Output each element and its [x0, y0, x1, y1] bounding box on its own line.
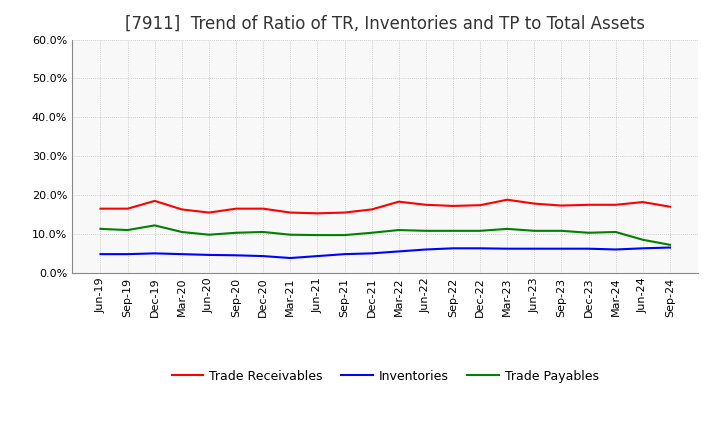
Inventories — [341, 252, 349, 257]
Inventories — [503, 246, 511, 251]
Trade Payables — [232, 230, 240, 235]
Trade Payables — [476, 228, 485, 234]
Trade Receivables — [232, 206, 240, 211]
Trade Payables — [557, 228, 566, 234]
Trade Payables — [123, 227, 132, 233]
Inventories — [476, 246, 485, 251]
Trade Receivables — [665, 204, 674, 209]
Trade Payables — [665, 242, 674, 247]
Trade Payables — [341, 232, 349, 238]
Trade Receivables — [178, 207, 186, 212]
Trade Receivables — [367, 207, 376, 212]
Trade Receivables — [530, 201, 539, 206]
Trade Payables — [611, 229, 620, 235]
Trade Receivables — [557, 203, 566, 208]
Inventories — [96, 252, 105, 257]
Trade Receivables — [341, 210, 349, 215]
Inventories — [259, 253, 268, 259]
Trade Payables — [639, 237, 647, 242]
Trade Receivables — [584, 202, 593, 207]
Legend: Trade Receivables, Inventories, Trade Payables: Trade Receivables, Inventories, Trade Pa… — [166, 365, 604, 388]
Inventories — [584, 246, 593, 251]
Trade Payables — [367, 230, 376, 235]
Trade Receivables — [503, 197, 511, 202]
Trade Payables — [150, 223, 159, 228]
Trade Payables — [204, 232, 213, 237]
Inventories — [178, 252, 186, 257]
Trade Payables — [178, 229, 186, 235]
Trade Payables — [449, 228, 457, 234]
Trade Receivables — [123, 206, 132, 211]
Trade Payables — [395, 227, 403, 233]
Trade Receivables — [259, 206, 268, 211]
Trade Receivables — [96, 206, 105, 211]
Line: Inventories: Inventories — [101, 248, 670, 258]
Trade Receivables — [611, 202, 620, 207]
Trade Payables — [421, 228, 430, 234]
Inventories — [367, 251, 376, 256]
Inventories — [232, 253, 240, 258]
Trade Receivables — [313, 211, 322, 216]
Inventories — [286, 255, 294, 260]
Trade Receivables — [204, 210, 213, 215]
Title: [7911]  Trend of Ratio of TR, Inventories and TP to Total Assets: [7911] Trend of Ratio of TR, Inventories… — [125, 15, 645, 33]
Inventories — [665, 245, 674, 250]
Trade Payables — [259, 229, 268, 235]
Trade Receivables — [286, 210, 294, 215]
Trade Receivables — [395, 199, 403, 204]
Line: Trade Payables: Trade Payables — [101, 225, 670, 245]
Trade Payables — [96, 226, 105, 231]
Inventories — [313, 253, 322, 259]
Inventories — [204, 252, 213, 257]
Trade Receivables — [449, 203, 457, 209]
Trade Payables — [286, 232, 294, 237]
Trade Payables — [313, 232, 322, 238]
Inventories — [449, 246, 457, 251]
Inventories — [557, 246, 566, 251]
Line: Trade Receivables: Trade Receivables — [101, 200, 670, 213]
Trade Receivables — [639, 199, 647, 205]
Inventories — [123, 252, 132, 257]
Inventories — [421, 247, 430, 252]
Inventories — [530, 246, 539, 251]
Inventories — [395, 249, 403, 254]
Trade Payables — [503, 226, 511, 231]
Trade Payables — [530, 228, 539, 234]
Inventories — [150, 251, 159, 256]
Trade Receivables — [476, 202, 485, 208]
Trade Payables — [584, 230, 593, 235]
Trade Receivables — [421, 202, 430, 207]
Trade Receivables — [150, 198, 159, 204]
Inventories — [639, 246, 647, 251]
Inventories — [611, 247, 620, 252]
